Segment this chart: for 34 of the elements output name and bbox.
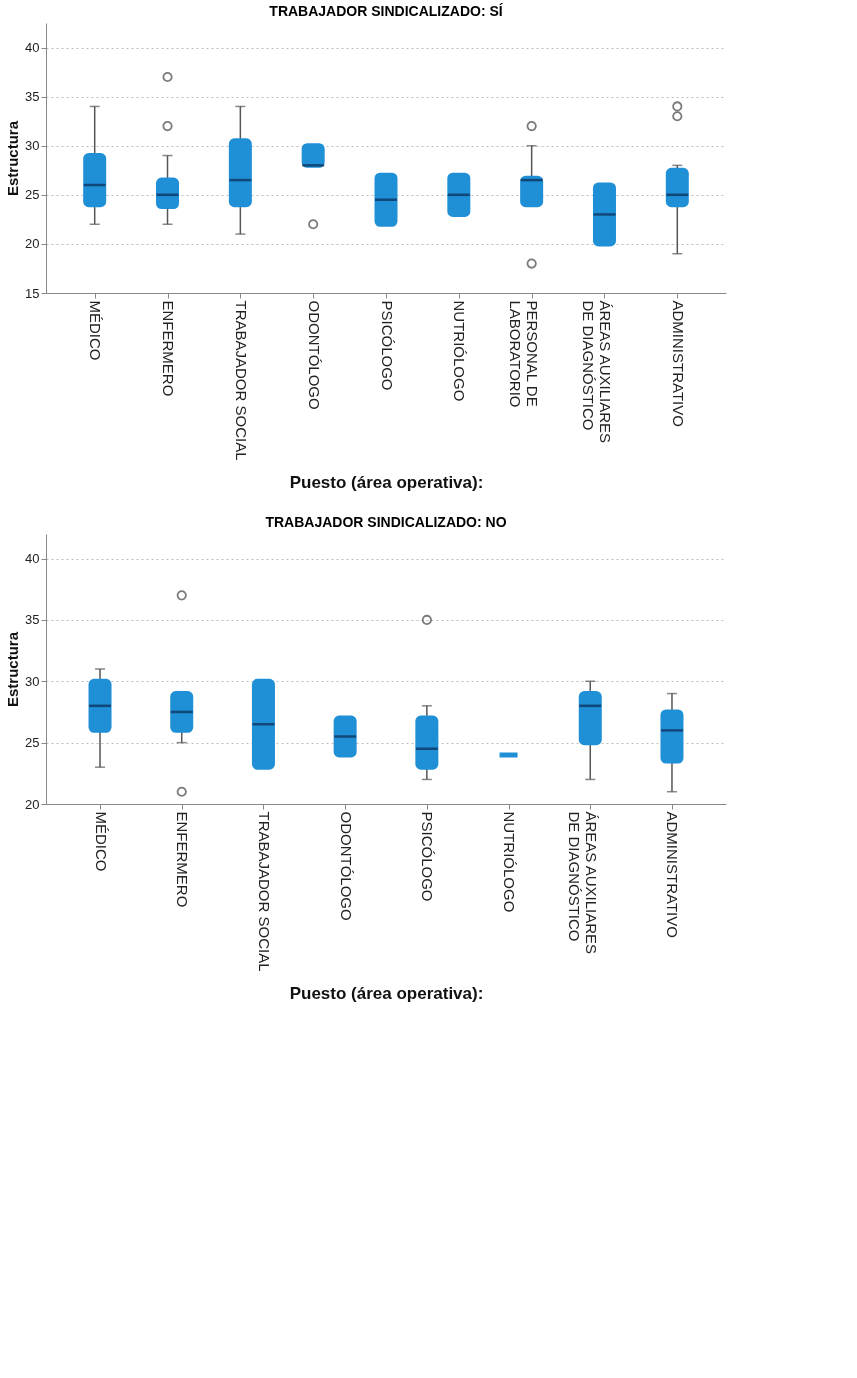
y-tick-label: 30 <box>25 673 40 689</box>
x-tick-label: ODONTÓLOGO <box>337 811 355 921</box>
y-tick-label: 20 <box>25 236 40 252</box>
y-tick-label: 25 <box>25 735 40 751</box>
x-tick-label: NUTRIÓLOGO <box>501 811 519 913</box>
y-tick-label: 25 <box>25 187 40 203</box>
x-tick-label: PSICÓLOGO <box>378 300 396 391</box>
x-tick-label: ADMINISTRATIVO <box>664 811 682 938</box>
x-tick-label: TRABAJADOR SOCIAL <box>232 300 250 461</box>
y-tick-label: 15 <box>25 285 40 301</box>
x-tick-label: TRABAJADOR SOCIAL <box>255 811 273 972</box>
x-tick-label: PSICÓLOGO <box>419 811 437 902</box>
x-tick-label: ENFERMERO <box>174 811 192 908</box>
x-tick-label: ÁREAS AUXILIARES DE DIAGNÓSTICO <box>579 300 614 444</box>
x-tick-label: ÁREAS AUXILIARES DE DIAGNÓSTICO <box>565 811 600 955</box>
x-tick-label: MÉDICO <box>87 300 105 361</box>
y-tick-label: 20 <box>25 796 40 812</box>
x-tick-label: PERSONAL DE LABORATORIO <box>507 300 542 408</box>
chart-title: TRABAJADOR SINDICALIZADO: SÍ <box>269 3 504 19</box>
y-tick-label: 40 <box>25 551 40 567</box>
y-tick-label: 30 <box>25 138 40 154</box>
x-tick-label: ADMINISTRATIVO <box>669 300 687 427</box>
x-tick-label: NUTRIÓLOGO <box>451 300 469 402</box>
x-tick-label: MÉDICO <box>92 811 110 872</box>
y-tick-label: 40 <box>25 40 40 56</box>
x-tick-label: ENFERMERO <box>160 300 178 397</box>
y-tick-label: 35 <box>25 612 40 628</box>
x-axis-title: Puesto (área operativa): <box>289 983 484 1003</box>
y-axis-title: Estructura <box>4 120 22 197</box>
x-tick-label: ODONTÓLOGO <box>305 300 323 410</box>
x-axis-title: Puesto (área operativa): <box>289 472 484 492</box>
chart-title: TRABAJADOR SINDICALIZADO: NO <box>265 514 507 530</box>
y-tick-label: 35 <box>25 89 40 105</box>
y-axis-title: Estructura <box>4 631 22 708</box>
